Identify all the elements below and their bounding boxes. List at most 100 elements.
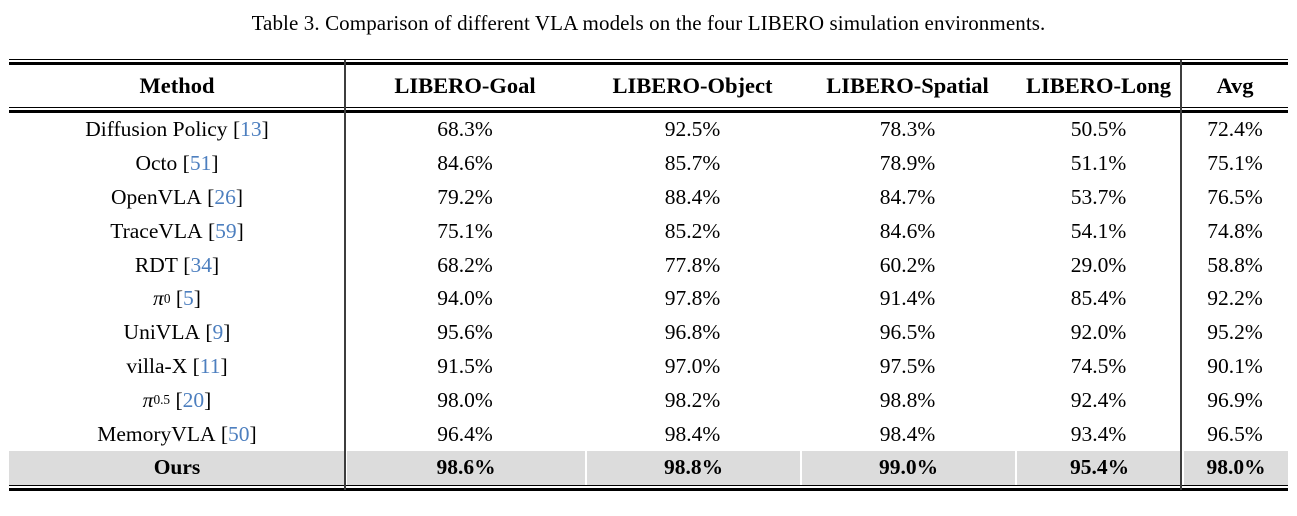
score-cell: 74.5% [1070,353,1127,378]
method-name: UniVLA [9] [123,320,231,345]
table-row: Octo [51] 84.6% 85.7% 78.9% 51.1% 75.1% [9,147,1288,181]
score-cell: 92.0% [1070,320,1127,345]
score-cell: 58.8% [1207,252,1263,277]
column-header-libero-spatial: LIBERO-Spatial [826,73,989,98]
score-cell: 98.4% [664,421,721,446]
score-cell: 96.5% [1207,421,1263,446]
score-cell: 54.1% [1070,218,1127,243]
score-cell: 75.1% [1207,151,1263,176]
score-cell: 53.7% [1070,184,1127,209]
table-row-ours: Ours 98.6% 98.8% 99.0% 95.4% 98.0% [9,450,1288,485]
score-cell: 91.4% [879,286,936,311]
score-cell: 95.4% [1015,450,1182,485]
score-cell: 84.6% [437,151,493,176]
table-row: MemoryVLA [50] 96.4% 98.4% 98.4% 93.4% 96.5% [9,417,1288,451]
score-cell: 90.1% [1207,353,1263,378]
table-body: Diffusion Policy [13] 68.3% 92.5% 78.3% 50.5… [9,113,1288,485]
column-header-libero-object: LIBERO-Object [612,73,773,98]
table-row: TraceVLA [59] 75.1% 85.2% 84.6% 54.1% 74.8% [9,214,1288,248]
score-cell: 94.0% [437,286,493,311]
citation-link[interactable]: 50 [228,421,250,446]
score-cell: 68.3% [437,117,493,142]
score-cell: 91.5% [437,353,493,378]
score-cell: 98.4% [879,421,936,446]
method-name: Octo [51] [135,151,219,176]
results-table: Method LIBERO-Goal LIBERO-Object LIBERO-… [9,59,1288,491]
citation-link[interactable]: 11 [199,353,221,378]
citation-link[interactable]: 34 [190,252,212,277]
table-row: RDT [34] 68.2% 77.8% 60.2% 29.0% 58.8% [9,248,1288,282]
score-cell: 84.6% [879,218,936,243]
score-cell: 75.1% [437,218,493,243]
score-cell: 74.8% [1207,218,1263,243]
score-cell: 95.2% [1207,320,1263,345]
table-row: Diffusion Policy [13] 68.3% 92.5% 78.3% 50.5… [9,113,1288,147]
score-cell: 85.7% [664,151,721,176]
score-cell: 97.8% [664,286,721,311]
citation-link[interactable]: 26 [214,184,236,209]
citation-link[interactable]: 20 [182,387,205,412]
table-row: OpenVLA [26] 79.2% 88.4% 84.7% 53.7% 76.5% [9,181,1288,215]
score-cell: 95.6% [437,320,493,345]
score-cell: 85.4% [1070,286,1127,311]
header-row: Method LIBERO-Goal LIBERO-Object LIBERO-… [9,65,1288,107]
score-cell: 99.0% [800,450,1015,485]
top-rule [9,59,1288,65]
score-cell: 68.2% [437,252,493,277]
method-name: RDT [34] [134,252,220,277]
table-row: π 0.5 [20] 98.0% 98.2% 98.8% 92.4% 96.9% [9,383,1288,417]
score-cell: 72.4% [1207,117,1263,142]
method-name: π 0.5 [20] [142,387,212,412]
score-cell: 96.4% [437,421,493,446]
score-cell: 60.2% [879,252,936,277]
bottom-rule [9,484,1288,491]
score-cell: 50.5% [1070,117,1127,142]
column-header-avg: Avg [1216,73,1254,98]
score-cell: 98.6% [345,450,585,485]
score-cell: 78.9% [879,151,936,176]
score-cell: 97.0% [664,353,721,378]
citation-link[interactable]: 13 [240,117,262,142]
score-cell: 98.0% [437,387,493,412]
score-cell: 76.5% [1207,184,1263,209]
column-divider-avg [1180,60,1182,490]
score-cell: 78.3% [879,117,936,142]
column-divider-method [344,60,346,490]
score-cell: 98.0% [1182,450,1288,485]
column-header-method: Method [139,73,215,98]
method-name: Diffusion Policy [13] [85,117,269,142]
column-header-libero-long: LIBERO-Long [1025,73,1172,98]
score-cell: 92.5% [664,117,721,142]
page: Table 3. Comparison of different VLA mod… [0,11,1297,491]
score-cell: 96.8% [664,320,721,345]
table-caption: Table 3. Comparison of different VLA mod… [251,11,1046,35]
score-cell: 98.8% [879,387,936,412]
citation-link[interactable]: 9 [212,320,224,345]
citation-link[interactable]: 59 [215,218,237,243]
method-name: Ours [9,450,345,485]
method-name: MemoryVLA [50] [97,421,257,446]
method-name: TraceVLA [59] [110,218,244,243]
score-cell: 93.4% [1070,421,1127,446]
score-cell: 97.5% [879,353,936,378]
score-cell: 88.4% [664,184,721,209]
header-rule [9,107,1288,113]
score-cell: 92.4% [1070,387,1127,412]
table-row: UniVLA [9] 95.6% 96.8% 96.5% 92.0% 95.2% [9,316,1288,350]
score-cell: 79.2% [437,184,493,209]
score-cell: 51.1% [1070,151,1127,176]
score-cell: 98.8% [585,450,800,485]
score-cell: 96.9% [1207,387,1263,412]
score-cell: 85.2% [664,218,721,243]
method-name: villa-X [11] [126,353,228,378]
score-cell: 84.7% [879,184,936,209]
method-name: OpenVLA [26] [111,184,243,209]
citation-link[interactable]: 5 [183,286,194,311]
score-cell: 98.2% [664,387,721,412]
score-cell: 92.2% [1207,286,1263,311]
score-cell: 96.5% [879,320,936,345]
citation-link[interactable]: 51 [189,151,212,176]
score-cell: 29.0% [1070,252,1127,277]
